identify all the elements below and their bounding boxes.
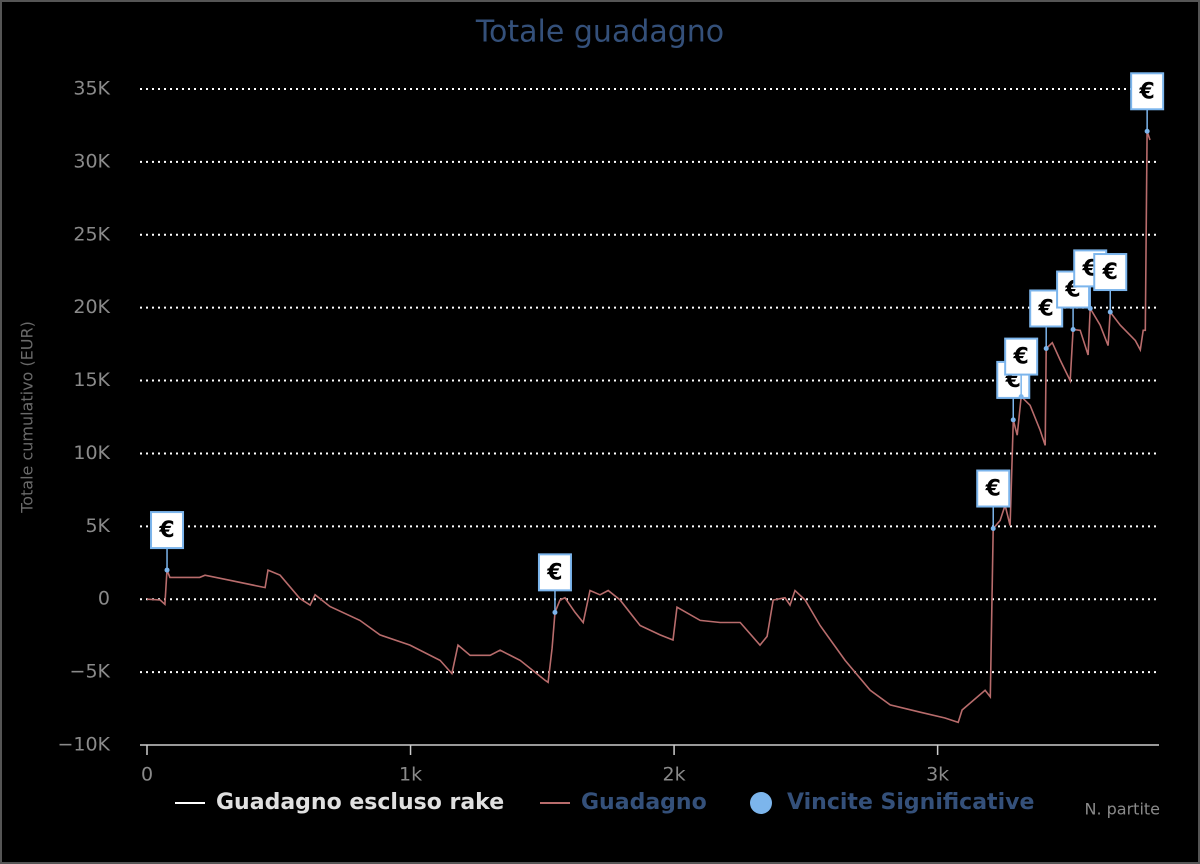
y-tick-label: 15K <box>73 369 110 391</box>
legend-symbol <box>750 792 772 814</box>
flag-box <box>976 469 1011 508</box>
marker <box>164 567 170 573</box>
flag-label: € <box>158 518 174 543</box>
legend-label: Guadagno escluso rake <box>216 790 504 815</box>
legend-label: Guadagno <box>581 790 707 815</box>
flag-box <box>1093 253 1128 292</box>
y-tick-label: 35K <box>73 78 110 100</box>
marker <box>1070 327 1076 333</box>
flag-box <box>1130 72 1165 111</box>
x-tick-label: 2k <box>663 764 686 786</box>
flag-label: € <box>1013 345 1029 370</box>
x-tick-label: 1k <box>399 764 422 786</box>
marker <box>990 526 996 532</box>
y-tick-label: 0 <box>98 588 110 610</box>
marker <box>552 609 558 615</box>
chart-title: Totale guadagno <box>475 15 724 50</box>
flag-box <box>150 511 185 550</box>
flag-box <box>537 553 572 592</box>
y-tick-label: 25K <box>73 223 110 245</box>
marker <box>1043 345 1049 351</box>
flag-label: € <box>1102 260 1118 285</box>
marker <box>1144 128 1150 134</box>
x-axis-title: N. partite <box>1084 800 1160 819</box>
y-tick-label: 30K <box>73 150 110 172</box>
line-series <box>146 131 1151 724</box>
y-tick-label: −5K <box>70 661 111 683</box>
marker <box>1018 394 1024 400</box>
y-tick-label: 20K <box>73 296 110 318</box>
flag-label: € <box>1138 79 1154 104</box>
y-axis-title: Totale cumulativo (EUR) <box>18 321 37 514</box>
legend-label: Vincite Significative <box>787 790 1034 815</box>
flag-box <box>1004 337 1039 376</box>
y-tick-label: −10K <box>57 734 110 756</box>
flag-label: € <box>1038 296 1054 321</box>
y-tick-label: 10K <box>73 442 110 464</box>
marker <box>1087 305 1093 311</box>
marker <box>1107 309 1113 315</box>
flag-label: € <box>546 560 562 585</box>
y-tick-label: 5K <box>85 515 110 537</box>
x-tick-label: 0 <box>141 764 153 786</box>
flag-label: € <box>985 477 1001 502</box>
marker <box>1010 417 1016 423</box>
x-tick-label: 3k <box>926 764 949 786</box>
